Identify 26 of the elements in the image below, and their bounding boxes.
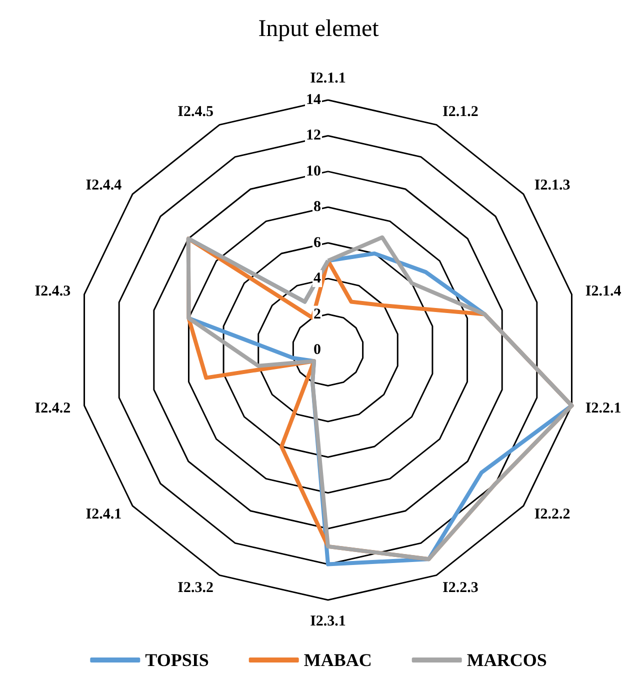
spoke-label: I2.4.3 — [34, 283, 71, 300]
spoke-label: I2.2.2 — [534, 506, 570, 523]
spoke-label: I2.4.4 — [86, 177, 122, 194]
spoke-label: I2.3.1 — [310, 614, 346, 630]
legend-label: MARCOS — [466, 650, 547, 670]
spoke-label: I2.2.1 — [585, 400, 622, 417]
y-tick-label: 14 — [306, 92, 322, 108]
legend-label: TOPSIS — [145, 650, 209, 670]
spoke-label: I2.4.2 — [34, 400, 71, 417]
spoke-label: I2.1.2 — [442, 104, 478, 120]
spoke-label: I2.2.3 — [442, 580, 478, 596]
y-tick-label: 4 — [314, 270, 322, 287]
legend-label: MABAC — [304, 650, 372, 670]
spoke-label: I2.1.3 — [534, 177, 570, 194]
y-tick-label: 0 — [314, 342, 321, 358]
chart-title: Input elemet — [258, 16, 380, 42]
y-tick-label: 8 — [314, 199, 321, 216]
spoke-label: I2.1.1 — [310, 70, 346, 86]
spoke-label: I2.3.2 — [178, 580, 214, 596]
spoke-label: I2.1.4 — [585, 283, 622, 300]
y-tick-label: 12 — [306, 128, 321, 144]
y-tick-label: 2 — [314, 306, 321, 322]
spoke-label: I2.4.1 — [86, 506, 122, 523]
y-tick-label: 10 — [306, 163, 321, 180]
y-tick-label: 6 — [314, 234, 322, 251]
spoke-label: I2.4.5 — [178, 104, 214, 120]
